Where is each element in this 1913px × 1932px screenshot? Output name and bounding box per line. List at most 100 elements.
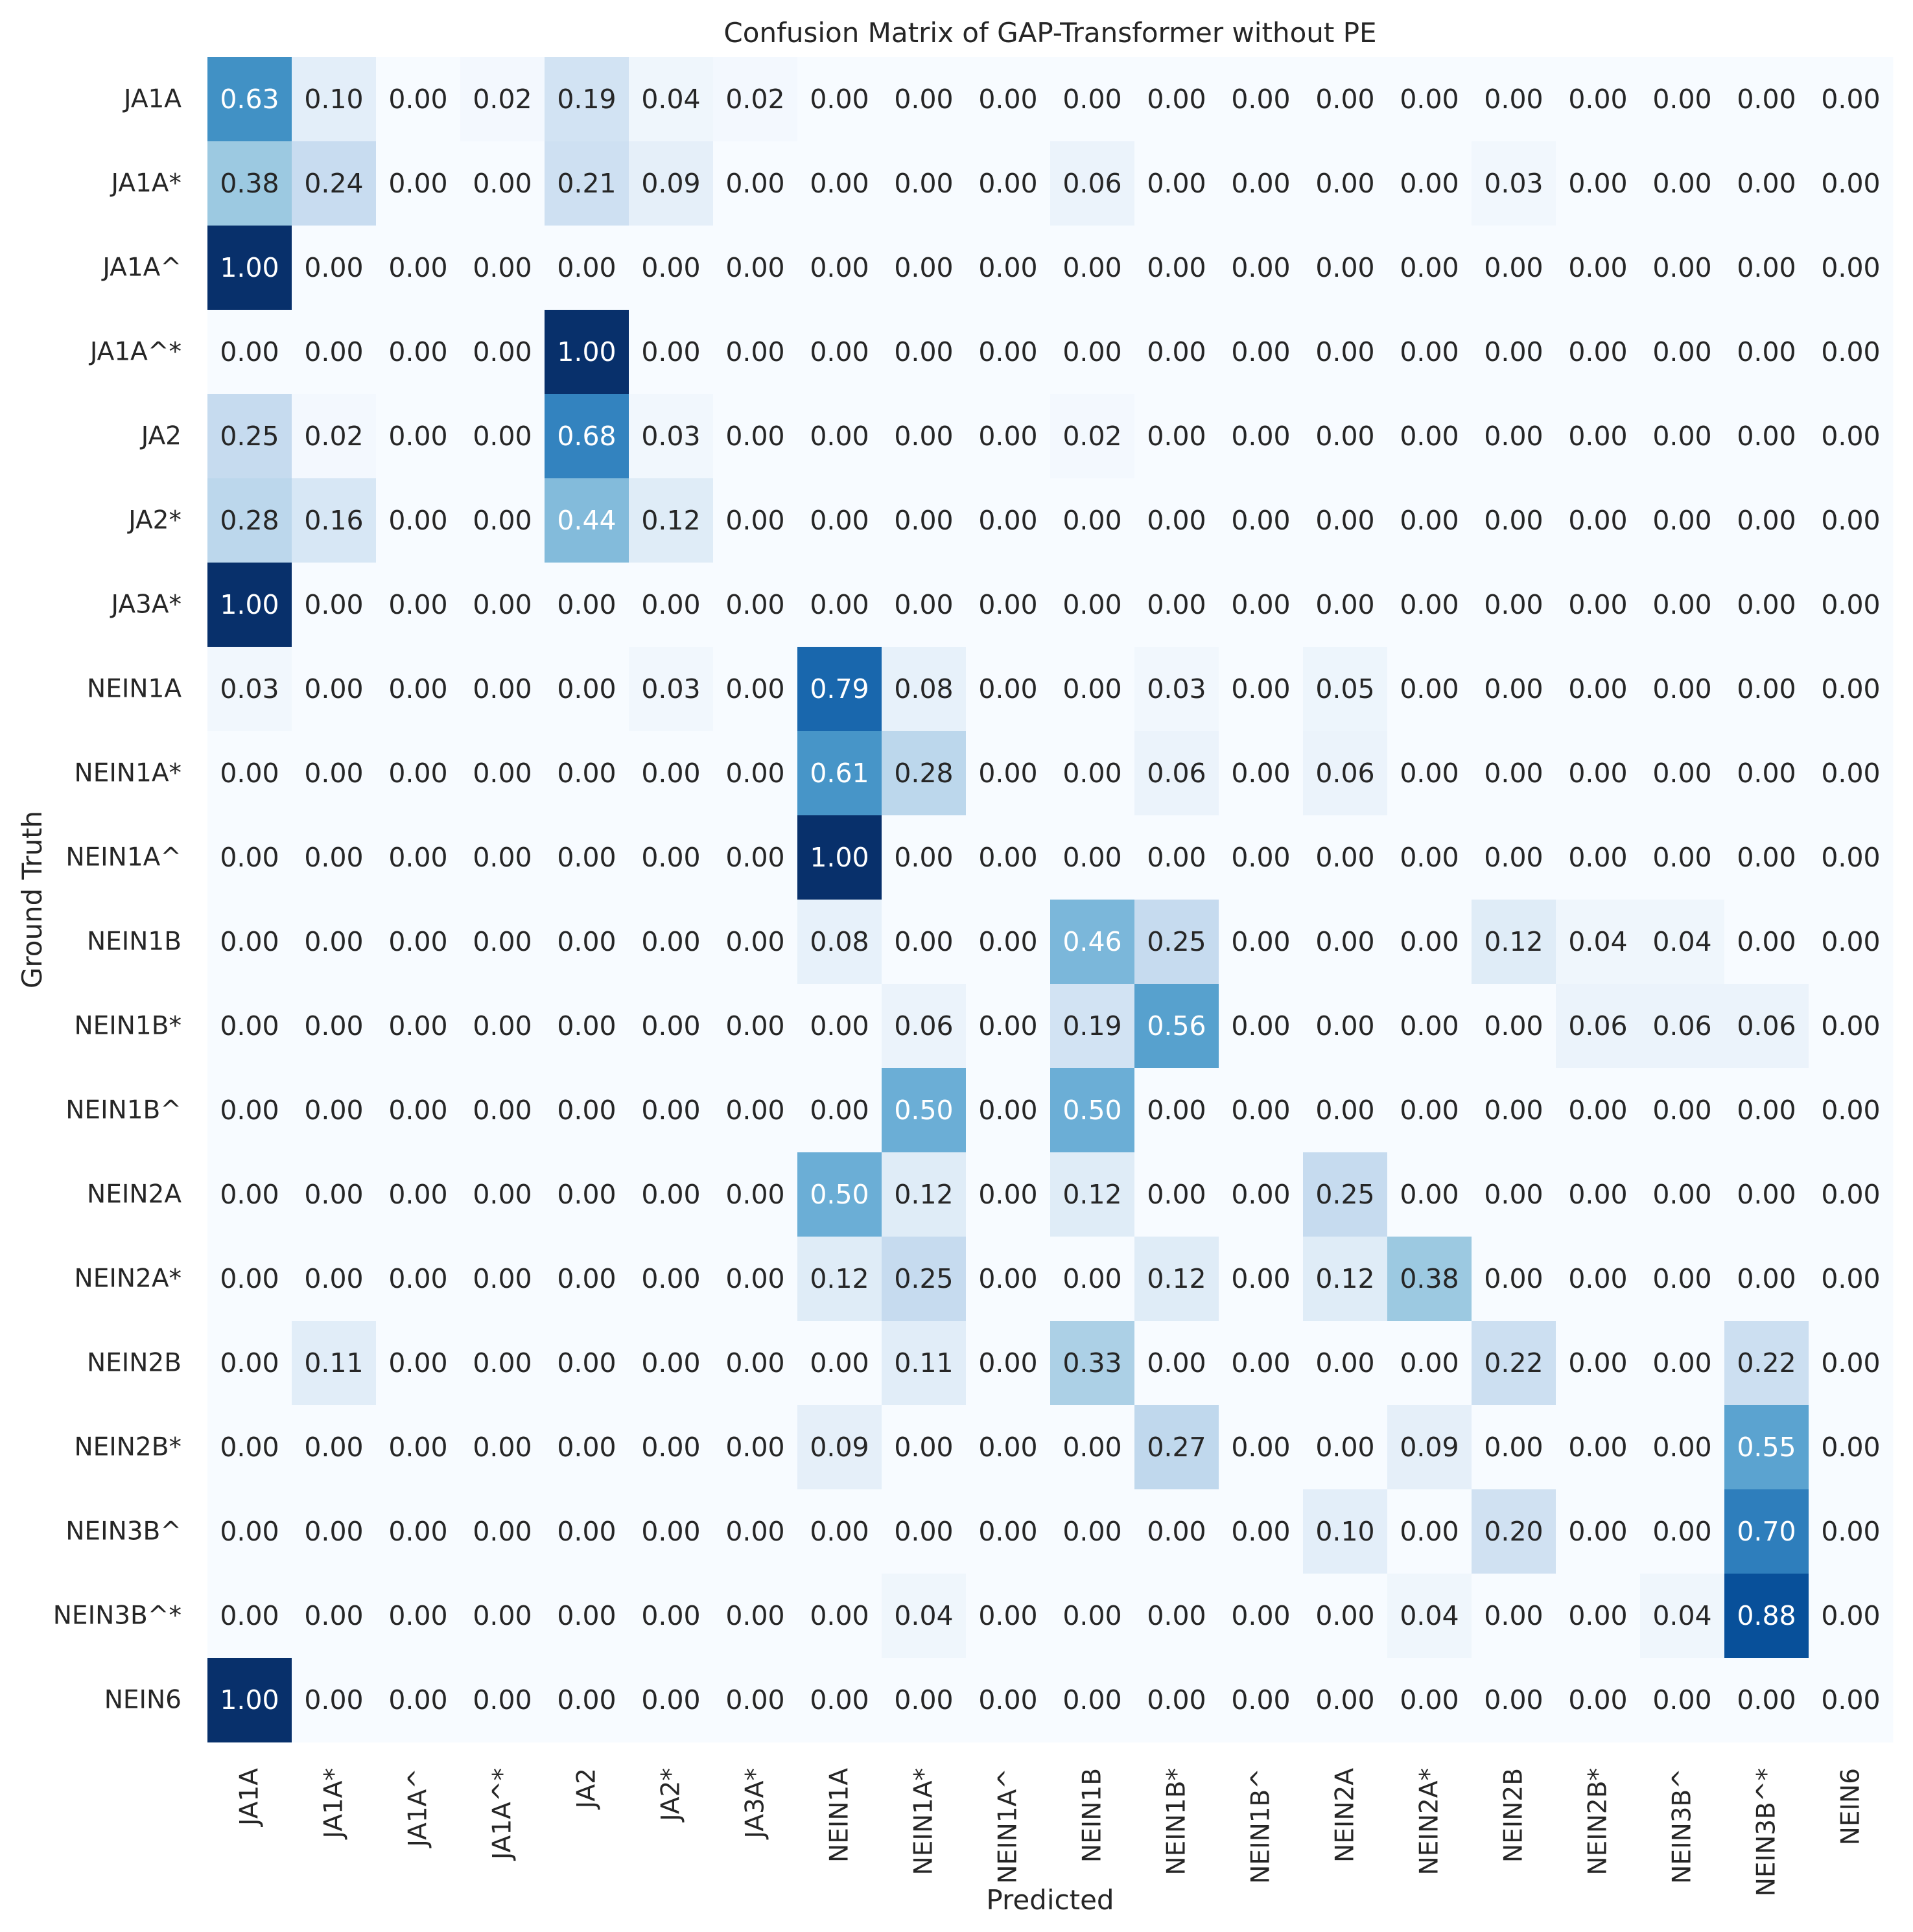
heatmap-cell-nein6-ja1a xyxy=(207,1658,292,1743)
cell-value-label: 0.00 xyxy=(1568,505,1627,536)
cell-value-label: 0.00 xyxy=(641,252,700,283)
heatmap-cell-ja1a-nein2b xyxy=(1472,57,1556,142)
cell-value-label: 0.00 xyxy=(557,589,616,620)
heatmap-cell-nein1bcaret-ja3astar xyxy=(713,1068,798,1153)
heatmap-cell-nein3bcaret-nein1a xyxy=(797,1489,882,1574)
cell-value-label: 0.16 xyxy=(304,505,363,536)
cell-value-label: 0.00 xyxy=(1821,84,1880,115)
cell-value-label: 0.00 xyxy=(304,758,363,789)
heatmap-cell-nein2b-ja3astar xyxy=(713,1321,798,1406)
cell-value-label: 0.12 xyxy=(810,1263,869,1294)
cell-value-label: 0.00 xyxy=(1484,84,1543,115)
cell-value-label: 0.00 xyxy=(1652,1516,1711,1547)
heatmap-cell-ja2-ja2 xyxy=(545,394,629,479)
heatmap-cell-ja1acaretstar-nein3bcaretstar xyxy=(1724,310,1809,395)
heatmap-cell-nein3bcaretstar-nein1bcaret xyxy=(1219,1574,1304,1658)
cell-value-label: 0.00 xyxy=(304,926,363,957)
heatmap-cell-nein3bcaret-nein3bcaret xyxy=(1640,1489,1725,1574)
heatmap-cell-ja1acaret-ja3astar xyxy=(713,226,798,310)
cell-value-label: 0.00 xyxy=(1400,1684,1459,1716)
heatmap-cell-nein2bstar-nein2a xyxy=(1303,1405,1388,1490)
heatmap-cell-nein6-ja2 xyxy=(545,1658,629,1743)
cell-value-label: 0.00 xyxy=(1062,336,1121,367)
cell-value-label: 0.00 xyxy=(1821,673,1880,704)
heatmap-cell-ja1a-ja1acaretstar xyxy=(460,57,545,142)
heatmap-cell-ja3astar-nein3bcaret xyxy=(1640,563,1725,647)
heatmap-cell-nein1acaret-nein6 xyxy=(1809,815,1894,900)
heatmap-cell-ja2-nein1b xyxy=(1050,394,1135,479)
cell-value-label: 0.00 xyxy=(1315,1600,1374,1631)
heatmap-cell-ja2-nein3bcaretstar xyxy=(1724,394,1809,479)
heatmap-cell-ja2-ja1acaretstar xyxy=(460,394,545,479)
heatmap-cell-ja1acaretstar-nein3bcaret xyxy=(1640,310,1725,395)
cell-value-label: 0.00 xyxy=(1231,505,1290,536)
heatmap-cell-ja1acaret-nein2a xyxy=(1303,226,1388,310)
heatmap-cell-nein1bstar-nein1acaret xyxy=(966,984,1051,1069)
cell-value-label: 0.00 xyxy=(1484,1263,1543,1294)
heatmap-cell-nein1b-ja1a xyxy=(207,900,292,984)
cell-value-label: 0.00 xyxy=(1568,84,1627,115)
cell-value-label: 0.28 xyxy=(220,505,279,536)
heatmap-cell-ja2star-ja1acaret xyxy=(376,478,461,563)
heatmap-cell-ja2star-nein2bstar xyxy=(1556,478,1641,563)
heatmap-cell-ja1acaretstar-ja2 xyxy=(545,310,629,395)
cell-value-label: 0.00 xyxy=(725,168,784,199)
cell-value-label: 0.00 xyxy=(978,1684,1037,1716)
cell-value-label: 0.12 xyxy=(1484,926,1543,957)
heatmap-cell-nein3bcaretstar-nein3bcaretstar xyxy=(1724,1574,1809,1658)
heatmap-cell-nein2a-nein1a xyxy=(797,1152,882,1237)
heatmap-cell-nein1bstar-ja2 xyxy=(545,984,629,1069)
heatmap-cell-ja1a-nein2astar xyxy=(1387,57,1472,142)
cell-value-label: 0.11 xyxy=(304,1347,363,1379)
heatmap-cell-nein1b-ja3astar xyxy=(713,900,798,984)
heatmap-cell-nein1astar-nein3bcaretstar xyxy=(1724,731,1809,816)
heatmap-cell-nein2a-ja2star xyxy=(629,1152,714,1237)
cell-value-label: 0.00 xyxy=(1568,842,1627,873)
heatmap-cell-nein1a-nein1acaret xyxy=(966,647,1051,732)
cell-value-label: 0.00 xyxy=(1400,252,1459,283)
cell-value-label: 0.00 xyxy=(1147,168,1206,199)
y-tick-label-nein1a: NEIN1A xyxy=(87,675,182,704)
cell-value-label: 0.00 xyxy=(1821,1347,1880,1379)
heatmap-cell-ja1acaret-nein1acaret xyxy=(966,226,1051,310)
cell-value-label: 0.00 xyxy=(725,758,784,789)
cell-value-label: 0.04 xyxy=(641,84,700,115)
heatmap-cell-nein3bcaretstar-nein1bstar xyxy=(1134,1574,1219,1658)
heatmap-cell-nein3bcaret-nein2b xyxy=(1472,1489,1556,1574)
cell-value-label: 0.00 xyxy=(1737,84,1796,115)
heatmap-cell-ja2-ja1astar xyxy=(292,394,377,479)
heatmap-cell-ja3astar-nein6 xyxy=(1809,563,1894,647)
heatmap-cell-ja3astar-ja1astar xyxy=(292,563,377,647)
cell-value-label: 1.00 xyxy=(557,336,616,367)
heatmap-cell-nein1acaret-ja1a xyxy=(207,815,292,900)
x-tick-label-nein1b: NEIN1B xyxy=(1078,1768,1107,1863)
cell-value-label: 0.00 xyxy=(1147,1179,1206,1210)
heatmap-cell-nein2b-ja1astar xyxy=(292,1321,377,1406)
cell-value-label: 0.00 xyxy=(473,842,532,873)
x-tick-label-ja1astar: JA1A* xyxy=(320,1768,349,1841)
heatmap-cell-ja1acaretstar-ja1acaretstar xyxy=(460,310,545,395)
x-tick-label-nein3bcaret: NEIN3B^ xyxy=(1668,1768,1697,1884)
heatmap-cell-nein2astar-ja1acaretstar xyxy=(460,1237,545,1321)
cell-value-label: 0.00 xyxy=(1568,421,1627,452)
cell-value-label: 0.02 xyxy=(473,84,532,115)
cell-value-label: 0.00 xyxy=(473,1095,532,1126)
cell-value-label: 0.00 xyxy=(1062,1600,1121,1631)
cell-value-label: 0.00 xyxy=(1484,1010,1543,1042)
heatmap-cell-ja2star-nein6 xyxy=(1809,478,1894,563)
heatmap-cell-ja1a-nein1acaret xyxy=(966,57,1051,142)
heatmap-cell-ja1acaretstar-nein2bstar xyxy=(1556,310,1641,395)
heatmap-cell-nein3bcaret-nein1astar xyxy=(882,1489,967,1574)
cell-value-label: 0.00 xyxy=(473,505,532,536)
cell-value-label: 0.00 xyxy=(388,926,447,957)
heatmap-cell-nein2bstar-nein1a xyxy=(797,1405,882,1490)
heatmap-cell-ja1acaret-nein1b xyxy=(1050,226,1135,310)
heatmap-cell-nein1a-nein1astar xyxy=(882,647,967,732)
cell-value-label: 0.00 xyxy=(1062,842,1121,873)
cell-value-label: 0.00 xyxy=(810,1516,869,1547)
heatmap-cell-nein2a-nein1astar xyxy=(882,1152,967,1237)
cell-value-label: 0.12 xyxy=(894,1179,953,1210)
cell-value-label: 0.00 xyxy=(978,1095,1037,1126)
cell-value-label: 0.00 xyxy=(220,926,279,957)
